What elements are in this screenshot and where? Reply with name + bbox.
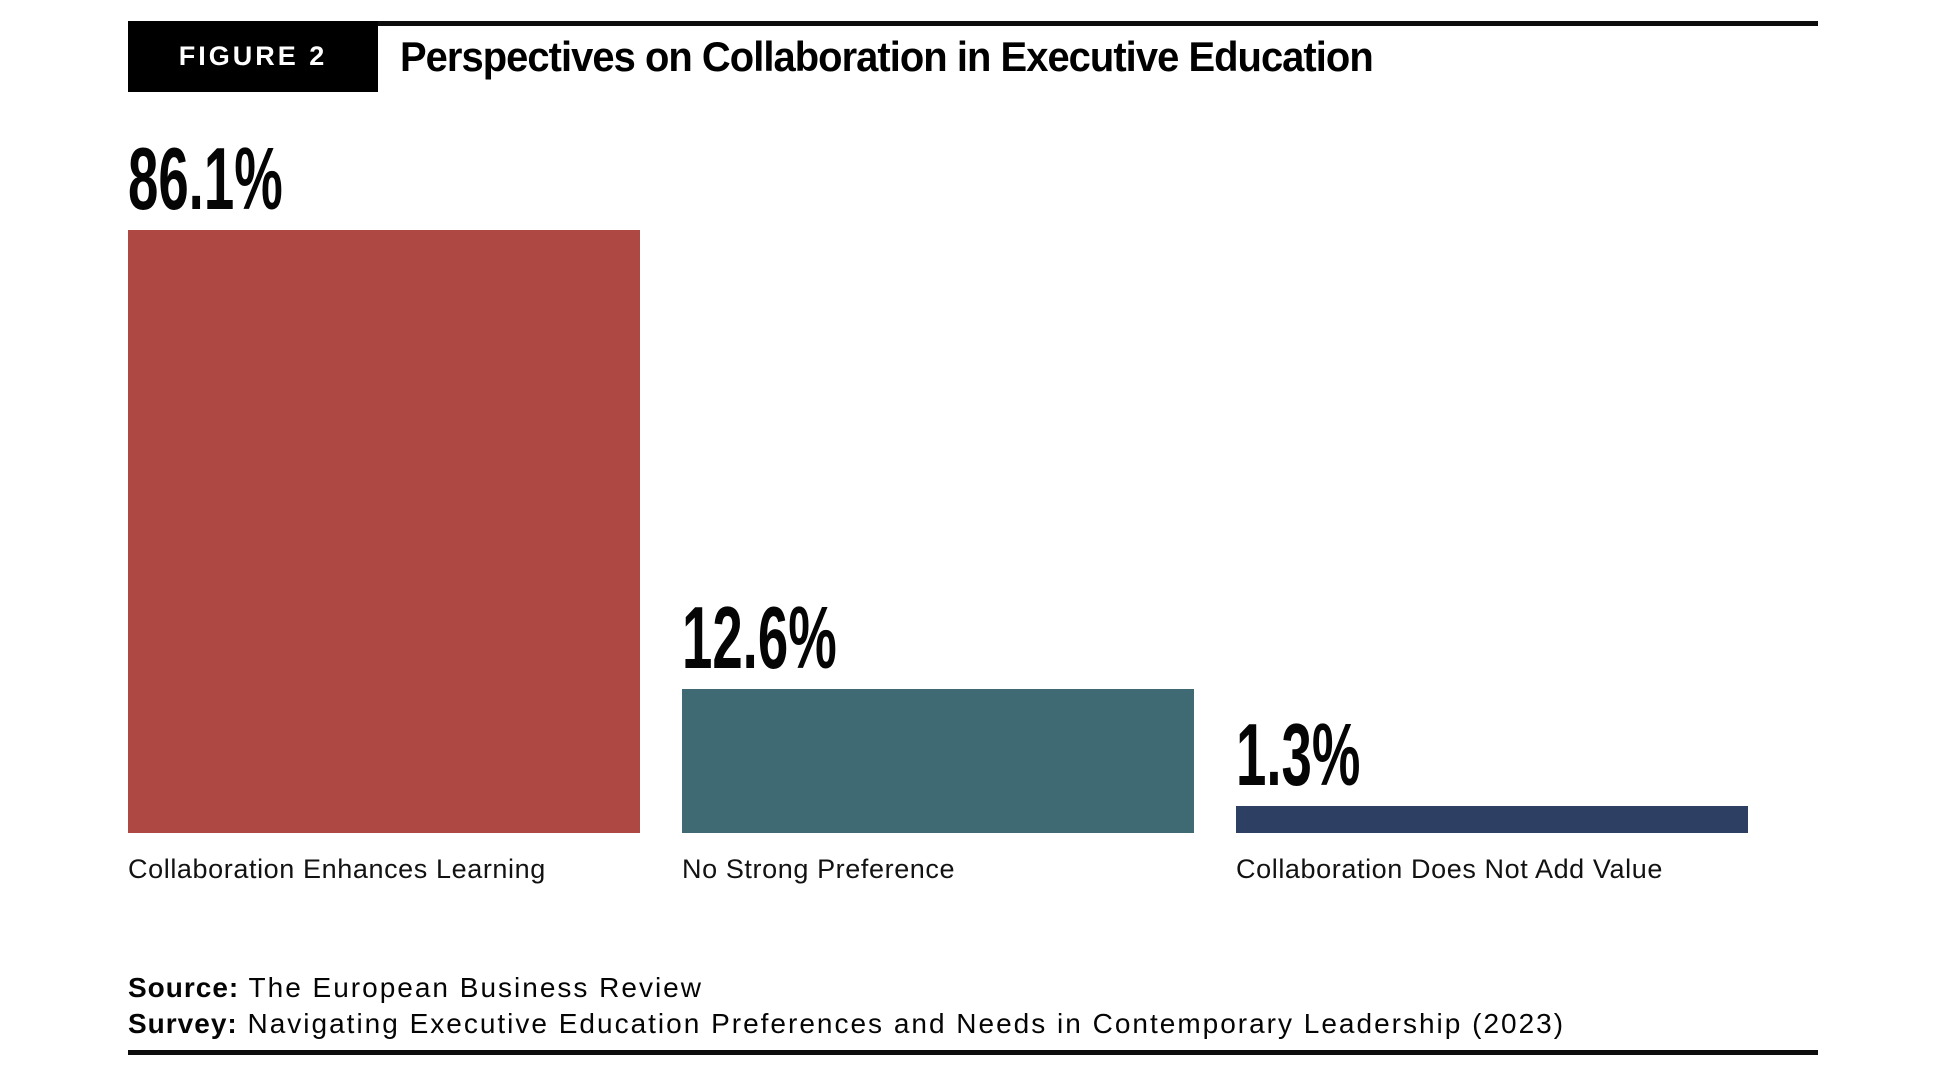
- category-labels-row: Collaboration Enhances Learning No Stron…: [128, 852, 1748, 886]
- source-label: Source:: [128, 972, 240, 1003]
- top-rule: [128, 21, 1818, 26]
- bar-chart: 86.1% 12.6% 1.3%: [128, 100, 1748, 833]
- bar-value-label: 12.6%: [682, 588, 932, 687]
- bar-column-no-strong-preference: 12.6%: [682, 588, 1194, 833]
- bottom-rule: [128, 1050, 1818, 1055]
- figure-tag-badge: FIGURE 2: [128, 21, 378, 92]
- bar-value-text: 12.6%: [682, 588, 837, 687]
- figure-title-text: Perspectives on Collaboration in Executi…: [400, 32, 1374, 80]
- bar-value-text: 1.3%: [1236, 705, 1361, 804]
- bar-collaboration-enhances-learning: [128, 230, 640, 833]
- category-label-no-strong-preference: No Strong Preference: [682, 854, 956, 884]
- bar-value-label: 86.1%: [128, 129, 378, 228]
- bar-value-label: 1.3%: [1236, 705, 1437, 804]
- source-block: Source: The European Business Review Sur…: [128, 970, 1565, 1042]
- source-text: The European Business Review: [248, 972, 703, 1003]
- survey-text: Navigating Executive Education Preferenc…: [247, 1008, 1566, 1039]
- bar-column-collaboration-enhances-learning: 86.1%: [128, 129, 640, 833]
- bar-collaboration-does-not-add-value: [1236, 806, 1748, 833]
- survey-line: Survey: Navigating Executive Education P…: [128, 1006, 1565, 1042]
- survey-label: Survey:: [128, 1008, 238, 1039]
- bar-no-strong-preference: [682, 689, 1194, 833]
- category-label-collaboration-does-not-add-value: Collaboration Does Not Add Value: [1236, 854, 1663, 884]
- bar-value-text: 86.1%: [128, 129, 283, 228]
- source-line: Source: The European Business Review: [128, 970, 1565, 1006]
- figure-title: Perspectives on Collaboration in Executi…: [400, 21, 1424, 92]
- category-label-collaboration-enhances-learning: Collaboration Enhances Learning: [128, 854, 546, 884]
- bar-column-collaboration-does-not-add-value: 1.3%: [1236, 705, 1748, 833]
